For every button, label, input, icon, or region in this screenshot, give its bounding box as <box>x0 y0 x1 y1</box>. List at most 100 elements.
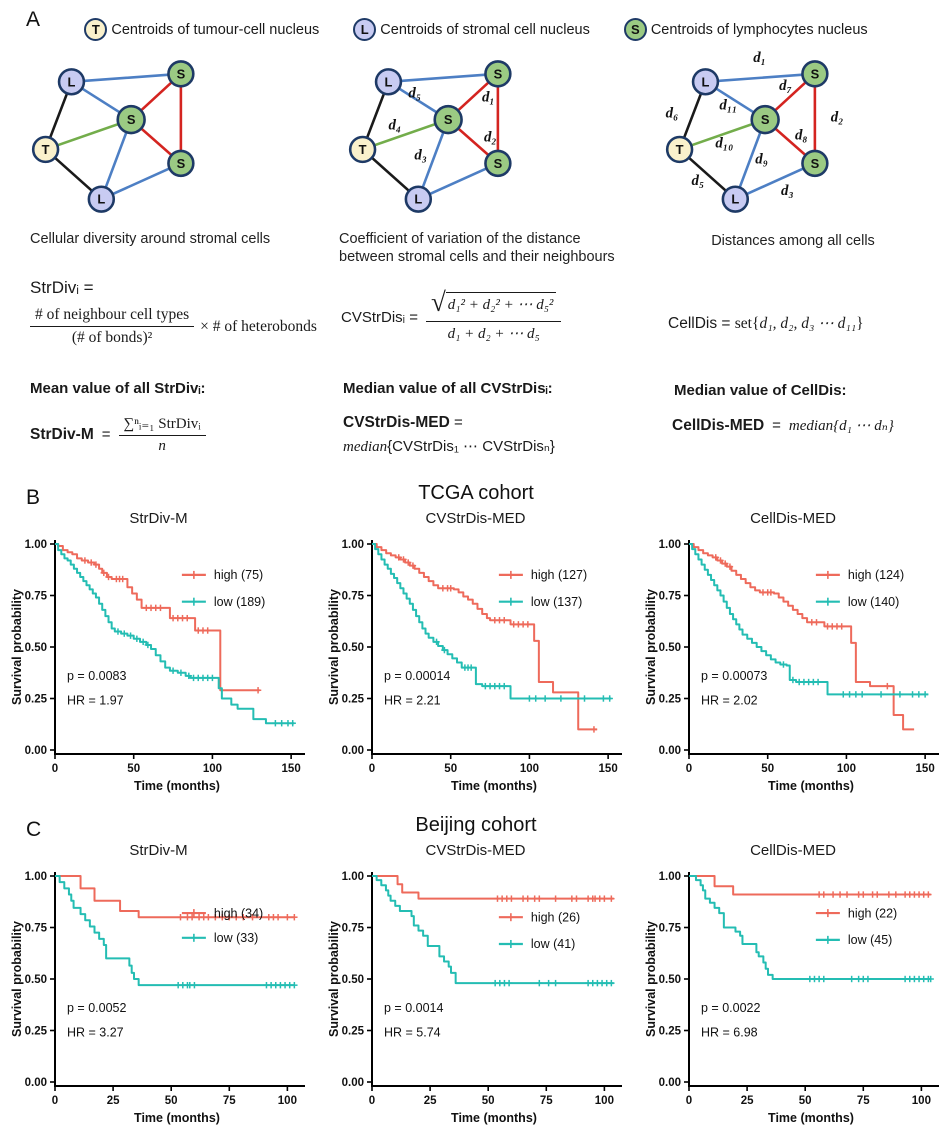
cvstrdis-den: d₁ + d₂ + ⋯ d₅ <box>447 326 540 342</box>
x-tick-label: 25 <box>423 1095 436 1107</box>
celldis-d: d₁, d₂, d₃ ⋯ d₁₁ <box>759 315 857 332</box>
km-stats: p = 0.0083 HR = 1.97 <box>67 669 126 708</box>
km-chart-celldis-tcga: CellDis-MED 0 50 100 150 0.00 0.25 0.50 0.75 1.0… <box>634 510 952 798</box>
km-legend: high (127) low (137) <box>498 568 587 609</box>
stromal-node-icon <box>404 185 432 213</box>
survival-curve <box>54 875 294 919</box>
stromal-node-icon <box>87 185 115 213</box>
distance-label: d₉ <box>755 151 768 167</box>
y-tick-label: 0.25 <box>24 694 47 706</box>
x-axis-label: Time (months) <box>768 1111 854 1125</box>
x-tick-label: 100 <box>837 763 856 775</box>
strdiv-frac-den: (# of bonds)² <box>71 329 153 346</box>
x-tick-label: 0 <box>686 1095 692 1107</box>
km-legend: high (34) low (33) <box>181 906 263 945</box>
distance-label: d₁ <box>481 90 494 106</box>
hazard-ratio-label: HR = 1.97 <box>67 694 124 708</box>
svg-text:L: L <box>384 74 392 89</box>
svg-text:T: T <box>41 142 49 157</box>
legend-stromal-text: Centroids of stromal cell nucleus <box>380 21 590 38</box>
distance-label: d₁₁ <box>719 98 737 114</box>
x-tick-label: 50 <box>799 1095 812 1107</box>
svg-text:S: S <box>761 112 770 127</box>
km-series-high <box>689 875 932 898</box>
network-graph: d₁ d₆ d₁₁ d₇ d₂ d₈ d₁₀ d₉ d₅ d₃ L S S T S L <box>666 50 843 213</box>
panel-b: B TCGA cohort StrDiv-M 0 50 100 150 0.00 0.25… <box>0 480 952 812</box>
tumour-node-icon <box>348 135 376 164</box>
legend-tumour-text: Centroids of tumour-cell nucleus <box>111 21 320 38</box>
y-tick-label: 0.00 <box>659 745 681 757</box>
y-axis-label: Survival probability <box>327 921 341 1037</box>
y-tick-label: 0.25 <box>341 694 364 706</box>
chart-subtitle: CVStrDis-MED <box>425 510 526 527</box>
x-axis-label: Time (months) <box>134 779 220 793</box>
x-tick-label: 75 <box>857 1095 870 1107</box>
chart-subtitle: StrDiv-M <box>129 510 188 527</box>
svg-text:S: S <box>443 112 452 127</box>
y-tick-label: 0.25 <box>659 694 682 706</box>
y-tick-label: 1.00 <box>659 871 681 883</box>
column-celldis: d₁ d₆ d₁₁ d₇ d₂ d₈ d₁₀ d₉ d₅ d₃ L S S T S L Distances a… <box>634 46 952 482</box>
strdiv-frac-num: # of neighbour cell types <box>30 306 195 327</box>
km-chart-cvstrdis-beijing: CVStrDis-MED 0 25 50 75 100 0.00 0.25 0.50 0.75 1… <box>317 842 634 1130</box>
strdivm-lhs: StrDiv-M <box>30 425 94 443</box>
survival-curve <box>689 875 931 980</box>
x-tick-label: 0 <box>51 1095 57 1107</box>
y-tick-label: 0.00 <box>659 1077 681 1089</box>
cell-type-legend: T Centroids of tumour-cell nucleus L Cen… <box>0 0 952 46</box>
y-tick-label: 0.75 <box>24 591 47 603</box>
y-tick-label: 0.50 <box>341 974 363 986</box>
lymph-node-icon: S <box>623 18 647 41</box>
x-tick-label: 75 <box>222 1095 235 1107</box>
y-tick-label: 0.00 <box>341 745 363 757</box>
strdiv-formula: StrDivᵢ = # of neighbour cell types (# of… <box>0 278 317 380</box>
panel-a: A T Centroids of tumour-cell nucleus L C… <box>0 0 952 480</box>
p-value-label: p = 0.0052 <box>67 1001 126 1015</box>
km-axes: 0 50 100 150 0.00 0.25 0.50 0.75 1.00 Time (month… <box>10 539 305 793</box>
survival-curve <box>54 543 260 692</box>
km-plot-strdivm-tcga: 0 50 100 150 0.00 0.25 0.50 0.75 1.00 Time (month… <box>10 539 305 793</box>
distance-label: d₅ <box>408 86 421 102</box>
x-tick-label: 100 <box>912 1095 931 1107</box>
distance-label: d₆ <box>666 106 679 122</box>
km-axes: 0 25 50 75 100 0.00 0.25 0.50 0.75 1.00 Time (mont… <box>644 871 939 1125</box>
distance-label: d₃ <box>414 147 427 163</box>
svg-text:S: S <box>493 156 502 171</box>
tumour-node-icon: T <box>84 18 108 41</box>
km-series-low <box>689 875 934 983</box>
legend-label-high: high (26) <box>530 910 579 924</box>
celldis-lhs: CellDis = <box>668 315 735 332</box>
survival-curve <box>371 875 614 900</box>
celldis-formula: CellDis = set{d₁, d₂, d₃ ⋯ d₁₁} <box>668 315 864 332</box>
strdivm-den: n <box>158 438 166 454</box>
km-plot-cvstrdis-tcga: 0 50 100 150 0.00 0.25 0.50 0.75 1.00 Time (month… <box>327 539 622 793</box>
cvstrdis-lhs: CVStrDisᵢ = <box>341 309 418 326</box>
lymph-node-icon <box>166 60 195 88</box>
x-axis-label: Time (months) <box>134 1111 220 1125</box>
x-tick-label: 50 <box>481 1095 494 1107</box>
km-series-high <box>54 875 298 921</box>
cvstrdismed-word: median <box>343 439 388 455</box>
km-legend: high (26) low (41) <box>498 910 580 951</box>
legend-lymph-text: Centroids of lymphocytes nucleus <box>650 21 868 38</box>
y-tick-label: 0.25 <box>341 1026 364 1038</box>
y-axis-label: Survival probability <box>644 921 658 1037</box>
km-legend: high (124) low (140) <box>815 568 904 609</box>
y-tick-label: 1.00 <box>24 871 46 883</box>
distance-label: d₇ <box>779 78 792 94</box>
legend-label-low: low (189) <box>213 595 264 609</box>
stromal-node-icon <box>57 68 85 96</box>
km-series-low <box>689 543 929 698</box>
svg-text:S: S <box>811 156 820 171</box>
lymph-node-icon <box>801 60 829 88</box>
network-diagram-plain: L S S T S L <box>31 60 195 213</box>
x-axis-label: Time (months) <box>451 1111 537 1125</box>
hazard-ratio-label: HR = 5.74 <box>384 1026 441 1040</box>
x-tick-label: 150 <box>916 763 935 775</box>
x-tick-label: 50 <box>444 763 457 775</box>
x-tick-label: 100 <box>277 1095 296 1107</box>
svg-text:T: T <box>676 142 684 157</box>
network-diagram-all-distances: d₁ d₆ d₁₁ d₇ d₂ d₈ d₁₀ d₉ d₅ d₃ L S S T S L <box>666 50 843 213</box>
hazard-ratio-label: HR = 2.02 <box>701 694 758 708</box>
chart-subtitle: CellDis-MED <box>750 842 836 859</box>
